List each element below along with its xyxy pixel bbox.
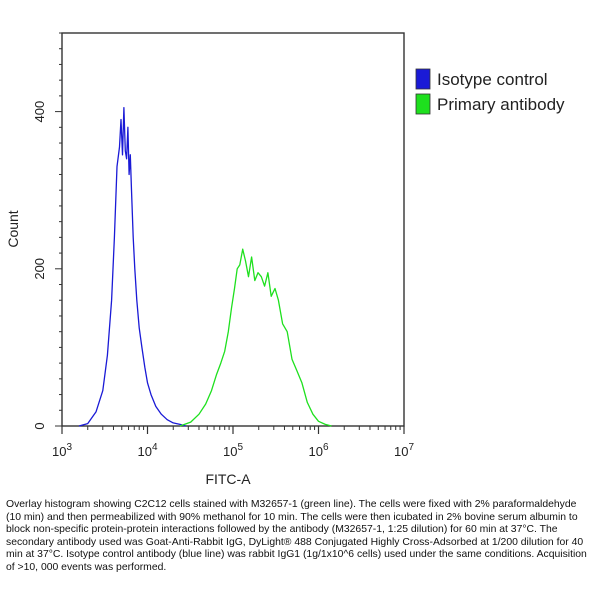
series-layer (78, 107, 332, 427)
series-line-2 (179, 248, 332, 427)
figure-caption: Overlay histogram showing C2C12 cells st… (6, 499, 587, 573)
legend-label-1: Isotype control (437, 70, 548, 89)
y-axis-ticks: 0 200 400 (32, 32, 62, 430)
x-tick-label: 106 (308, 442, 328, 459)
y-axis-title: Count (5, 210, 21, 247)
series-line-1 (78, 107, 186, 427)
x-axis-ticks: 103 104 105 106 107 (52, 426, 414, 459)
x-tick-label: 105 (223, 442, 243, 459)
legend-label-2: Primary antibody (437, 95, 565, 114)
x-axis-title: FITC-A (205, 471, 251, 487)
x-tick-label: 107 (394, 442, 414, 459)
legend: Isotype control Primary antibody (415, 68, 565, 115)
x-tick-label: 104 (137, 442, 157, 459)
histogram-chart: 103 104 105 106 107 0 200 400 FITC-A Count Iso… (5, 32, 565, 487)
legend-swatch-1 (415, 68, 431, 90)
y-tick-label: 400 (32, 101, 47, 123)
x-tick-label: 103 (52, 442, 72, 459)
y-tick-label: 200 (32, 258, 47, 280)
y-tick-label: 0 (32, 422, 47, 429)
plot-frame (61, 32, 405, 427)
legend-swatch-2 (415, 93, 431, 115)
